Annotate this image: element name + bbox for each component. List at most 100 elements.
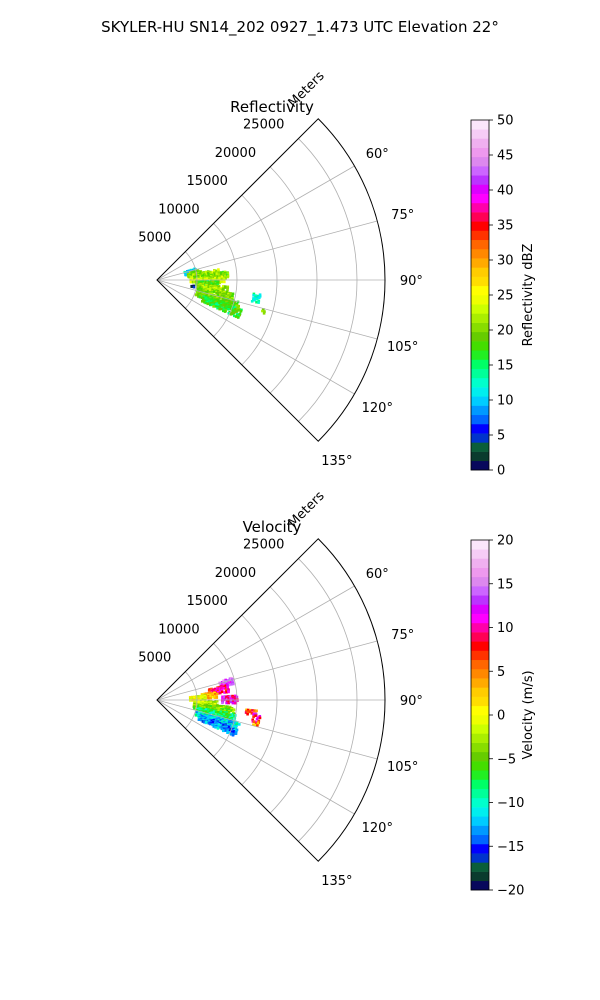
echo-pixel <box>211 295 215 298</box>
echo-pixel <box>204 301 208 305</box>
echo-pixel <box>227 308 230 311</box>
echo-pixel <box>206 719 209 723</box>
colorbar-swatch <box>471 258 489 268</box>
colorbar-swatch <box>471 558 489 568</box>
colorbar-tick-label: −10 <box>497 796 524 811</box>
echo-pixel <box>191 280 195 284</box>
echo-pixel <box>258 293 262 296</box>
colorbar-swatch <box>471 779 489 789</box>
echo-pixel <box>192 705 196 709</box>
echo-pixel <box>217 298 220 302</box>
colorbar-swatch <box>471 678 489 688</box>
echo-pixel <box>199 711 203 715</box>
echo-pixel <box>255 300 258 304</box>
echo-pixel <box>254 722 258 725</box>
echo-pixel <box>202 271 206 274</box>
echo-pixel <box>219 293 222 296</box>
colorbar-swatch <box>471 871 489 882</box>
colorbar-swatch <box>471 696 489 707</box>
echo-pixel <box>207 693 210 697</box>
echo-pixel <box>200 715 204 718</box>
echo-pixel <box>218 688 222 692</box>
echo-pixel <box>225 298 229 302</box>
theta-tick-label: 75° <box>391 208 414 223</box>
echo-pixel <box>208 281 211 285</box>
echo-pixel <box>214 704 217 708</box>
echo-pixel <box>212 711 216 714</box>
r-tick-label: 5000 <box>138 651 171 666</box>
colorbar-swatch <box>471 193 489 204</box>
echo-pixel <box>234 694 237 698</box>
echo-pixel <box>226 714 230 717</box>
colorbar-swatch <box>471 540 489 550</box>
velocity-colorbar: −20 −15 −10 −5 0 5 10 15 20 Velocity (m/s) <box>470 534 536 899</box>
echo-pixel <box>209 722 212 726</box>
echo-pixel <box>226 731 229 734</box>
theta-tick-label: 120° <box>362 401 393 416</box>
echo-pixel <box>220 280 223 284</box>
colorbar-swatch <box>471 724 489 734</box>
echo-pixel <box>218 301 222 304</box>
echo-pixel <box>254 723 257 727</box>
echo-pixel <box>221 710 225 714</box>
echo-pixel <box>200 708 204 711</box>
echo-pixel <box>219 712 222 715</box>
echo-pixel <box>252 292 256 296</box>
echo-pixel <box>205 284 208 288</box>
echo-pixel <box>223 280 226 284</box>
reflectivity-polar-axes: 500010000150002000025000Meters60°75°90°1… <box>138 69 423 469</box>
figure-suptitle: SKYLER-HU SN14_202 0927_1.473 UTC Elevat… <box>101 18 499 37</box>
echo-pixel <box>252 723 255 726</box>
echo-pixel <box>207 692 210 695</box>
echo-pixel <box>256 294 260 298</box>
echo-pixel <box>202 707 206 711</box>
echo-pixel <box>227 721 231 724</box>
colorbar-swatch <box>471 880 489 891</box>
echo-pixel <box>218 273 221 276</box>
echo-pixel <box>219 691 222 695</box>
echo-pixel <box>218 281 221 285</box>
echo-pixel <box>252 294 255 297</box>
colorbar-swatch <box>471 460 489 471</box>
colorbar-swatch <box>471 632 489 642</box>
theta-tick-label: 105° <box>387 760 418 775</box>
echo-pixel <box>224 295 227 299</box>
echo-pixel <box>208 294 211 297</box>
echo-pixel <box>254 712 258 716</box>
radial-gridline <box>156 279 355 395</box>
echo-pixel <box>227 312 231 315</box>
echo-pixel <box>193 280 197 284</box>
colorbar-tick-label: 15 <box>497 359 514 374</box>
echo-pixel <box>206 302 210 306</box>
echo-pixel <box>204 710 208 713</box>
echo-pixel <box>231 699 235 703</box>
echo-pixel <box>229 727 232 731</box>
colorbar-swatch <box>471 423 489 434</box>
colorbar-swatch <box>471 276 489 287</box>
colorbar-swatch <box>471 239 489 250</box>
echo-pixel <box>246 708 250 712</box>
reflectivity-colorbar: 0 5 10 15 20 25 30 35 40 45 50 Reflectivity dBZ <box>470 114 536 479</box>
echo-pixel <box>234 315 238 318</box>
colorbar-tick-label: −20 <box>497 884 524 899</box>
echo-pixel <box>228 299 231 303</box>
colorbar-swatch <box>471 843 489 854</box>
colorbar-swatch <box>471 295 489 305</box>
echo-pixel <box>229 733 233 736</box>
colorbar-swatch <box>471 668 489 679</box>
radial-gridline <box>156 699 378 760</box>
echo-pixel <box>216 715 219 719</box>
colorbar-swatch <box>471 341 489 351</box>
echo-pixel <box>222 679 225 682</box>
echo-pixel <box>206 708 210 711</box>
colorbar-swatch <box>471 567 489 578</box>
colorbar-swatch <box>471 641 489 651</box>
echo-pixel <box>256 724 259 727</box>
radial-gridline <box>156 585 355 701</box>
echo-pixel <box>224 276 227 280</box>
echo-pixel <box>222 303 225 307</box>
echo-pixel <box>201 705 205 709</box>
theta-tick-label: 75° <box>391 628 414 643</box>
radial-gridline <box>156 165 355 281</box>
